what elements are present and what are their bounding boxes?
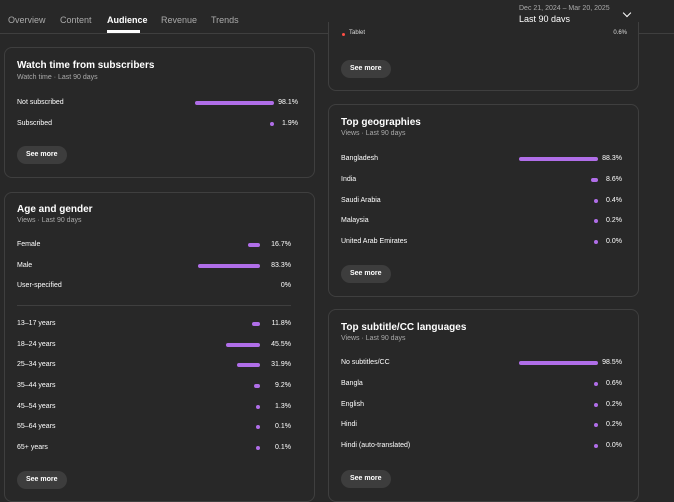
row-label: Male	[17, 262, 33, 269]
row-label: India	[341, 176, 357, 183]
legend-dot	[342, 33, 345, 36]
card-subtitle: Views · Last 90 days	[341, 335, 406, 342]
percent-bar	[519, 157, 598, 161]
row-value: 11.8%	[271, 320, 291, 327]
percent-bar	[594, 444, 598, 448]
chevron-down-icon[interactable]	[622, 8, 632, 18]
tab-trends[interactable]: Trends	[211, 15, 239, 25]
row-value: 83.3%	[271, 262, 291, 269]
percent-bar	[594, 423, 598, 427]
row-value: 31.9%	[271, 361, 291, 368]
tab-audience[interactable]: Audience	[107, 15, 148, 25]
age-gender-card: Age and gender Views · Last 90 days Fema…	[4, 192, 315, 502]
row-value: 0.1%	[275, 423, 291, 430]
row-label: Not subscribed	[17, 99, 64, 106]
row-label: 65+ years	[17, 444, 48, 451]
see-more-button[interactable]: See more	[17, 471, 67, 489]
device-type-card: Tablet 0.6% See more	[328, 22, 639, 91]
card-subtitle: Views · Last 90 days	[17, 217, 82, 224]
date-range-label: Last 90 days	[519, 14, 571, 24]
row-value: 0.2%	[606, 401, 622, 408]
row-value: 0.2%	[606, 217, 622, 224]
see-more-button[interactable]: See more	[341, 60, 391, 78]
percent-bar	[594, 219, 598, 223]
percent-bar	[594, 199, 598, 203]
row-value: 88.3%	[602, 155, 622, 162]
percent-bar	[594, 382, 598, 386]
card-title: Top subtitle/CC languages	[341, 322, 467, 333]
row-value: 0.6%	[613, 30, 627, 36]
row-label: Malaysia	[341, 217, 369, 224]
row-label: 55–64 years	[17, 423, 56, 430]
row-label: Tablet	[349, 30, 366, 36]
row-label: Saudi Arabia	[341, 197, 381, 204]
tab-revenue[interactable]: Revenue	[161, 15, 198, 25]
row-label: 13–17 years	[17, 320, 56, 327]
card-title: Age and gender	[17, 204, 93, 215]
top-geographies-card: Top geographies Views · Last 90 days Ban…	[328, 104, 639, 297]
see-more-button[interactable]: See more	[341, 265, 391, 283]
row-value: 9.2%	[275, 382, 291, 389]
top-subtitle-languages-card: Top subtitle/CC languages Views · Last 9…	[328, 309, 639, 502]
see-more-button[interactable]: See more	[341, 470, 391, 488]
row-label: Bangla	[341, 380, 363, 387]
percent-bar	[594, 240, 598, 244]
row-label: Bangladesh	[341, 155, 378, 162]
row-label: Hindi (auto-translated)	[341, 442, 411, 449]
percent-bar	[252, 322, 260, 326]
row-value: 1.3%	[275, 403, 291, 410]
divider	[17, 305, 291, 306]
card-title: Watch time from subscribers	[17, 60, 155, 71]
row-value: 1.9%	[282, 120, 298, 127]
row-label: 35–44 years	[17, 382, 56, 389]
percent-bar	[198, 264, 260, 268]
row-value: 0.0%	[606, 238, 622, 245]
row-value: 0%	[280, 282, 291, 289]
active-tab-indicator	[107, 30, 140, 33]
row-value: 0.1%	[275, 444, 291, 451]
row-value: 0.6%	[606, 380, 622, 387]
row-value: 8.6%	[606, 176, 622, 183]
row-value: 98.1%	[278, 99, 298, 106]
row-label: 25–34 years	[17, 361, 56, 368]
tab-overview[interactable]: Overview	[8, 15, 46, 25]
row-label: User-specified	[17, 282, 62, 289]
watch-time-card: Watch time from subscribers Watch time ·…	[4, 47, 315, 178]
percent-bar	[248, 243, 260, 247]
percent-bar	[270, 122, 274, 126]
card-title: Top geographies	[341, 117, 421, 128]
row-value: 45.5%	[271, 341, 291, 348]
row-label: No subtitles/CC	[341, 359, 390, 366]
row-label: Hindi	[341, 421, 357, 428]
percent-bar	[226, 343, 260, 347]
percent-bar	[256, 405, 260, 409]
percent-bar	[519, 361, 598, 365]
percent-bar	[591, 178, 598, 182]
row-value: 0.4%	[606, 197, 622, 204]
row-value: 0.0%	[606, 442, 622, 449]
card-subtitle: Views · Last 90 days	[341, 130, 406, 137]
card-subtitle: Watch time · Last 90 days	[17, 74, 98, 81]
row-label: Subscribed	[17, 120, 53, 127]
row-label: 45–54 years	[17, 403, 56, 410]
row-value: 16.7%	[271, 241, 291, 248]
row-label: Female	[17, 241, 41, 248]
percent-bar	[256, 425, 260, 429]
tab-content[interactable]: Content	[60, 15, 92, 25]
percent-bar	[594, 403, 598, 407]
percent-bar	[195, 101, 274, 105]
percent-bar	[256, 446, 260, 450]
row-label: 18–24 years	[17, 341, 56, 348]
see-more-button[interactable]: See more	[17, 146, 67, 164]
row-label: English	[341, 401, 364, 408]
percent-bar	[237, 363, 260, 367]
row-value: 0.2%	[606, 421, 622, 428]
row-value: 98.5%	[602, 359, 622, 366]
date-range-text: Dec 21, 2024 – Mar 20, 2025	[519, 5, 610, 12]
percent-bar	[254, 384, 260, 388]
row-label: United Arab Emirates	[341, 238, 408, 245]
